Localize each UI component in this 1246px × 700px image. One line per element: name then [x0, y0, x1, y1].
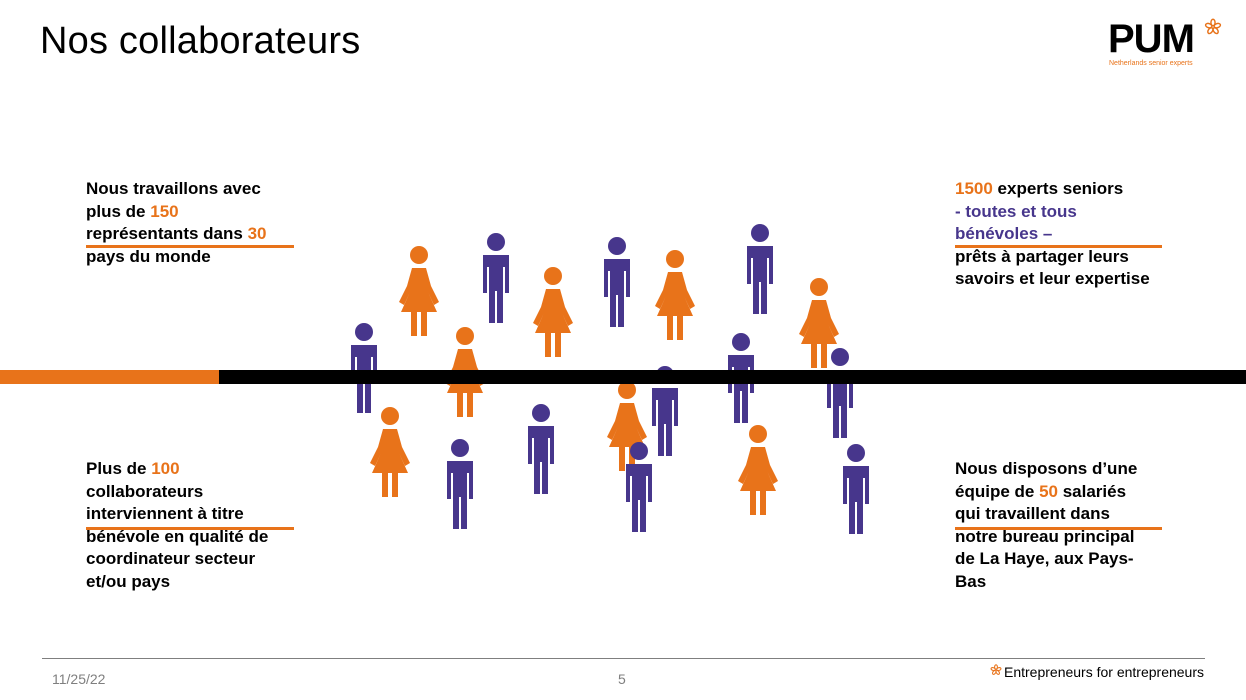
text-line: interviennent à titre — [86, 503, 306, 526]
orange-underline — [86, 245, 294, 248]
orange-underline — [86, 527, 294, 530]
text-span: coordinateur secteur — [86, 549, 256, 568]
slide-title: Nos collaborateurs — [40, 20, 361, 62]
text-line: équipe de 50 salariés — [955, 481, 1195, 504]
footer-tagline: Entrepreneurs for entrepreneurs — [990, 664, 1204, 680]
woman-figure — [370, 407, 410, 497]
woman-figure — [399, 246, 439, 336]
text-line: plus de 150 — [86, 201, 306, 224]
divider-bar-black — [219, 370, 1246, 384]
text-span: bénévoles – — [955, 224, 1053, 243]
footer-tagline-text: Entrepreneurs for entrepreneurs — [1004, 664, 1204, 680]
text-span: notre bureau principal — [955, 526, 1135, 546]
logo-tagline: Netherlands senior experts — [1109, 60, 1193, 67]
highlight-number: 30 — [247, 224, 267, 243]
text-line: - toutes et tous — [955, 201, 1195, 224]
text-line: Bas — [955, 571, 1195, 594]
man-figure — [447, 439, 473, 529]
pum-logo: PUM Netherlands senior experts — [1106, 16, 1226, 76]
highlight-number: 1500 — [955, 179, 993, 198]
man-figure — [351, 323, 377, 413]
man-figure — [843, 444, 869, 534]
text-line: représentants dans 30 — [86, 223, 306, 246]
text-span: Nous disposons d’une — [955, 459, 1138, 478]
man-figure — [827, 348, 853, 438]
woman-figure — [533, 267, 573, 357]
text-line: de La Haye, aux Pays- — [955, 548, 1195, 571]
text-span: pays du monde — [86, 246, 211, 266]
asterisk-icon — [990, 664, 1002, 675]
text-line: bénévole en qualité de — [86, 526, 306, 549]
text-span: équipe de — [955, 481, 1040, 501]
woman-figure — [655, 250, 695, 340]
text-span: interviennent à titre — [86, 504, 244, 523]
man-figure — [483, 233, 509, 323]
logo-wordmark: PUM — [1108, 17, 1195, 61]
text-line: Nous disposons d’une — [955, 458, 1195, 481]
text-line: collaborateurs — [86, 481, 306, 504]
page-number: 5 — [618, 671, 626, 687]
text-line: qui travaillent dans — [955, 503, 1195, 526]
text-line: pays du monde — [86, 246, 306, 269]
man-figure — [747, 224, 773, 314]
text-span: et/ou pays — [86, 571, 171, 591]
text-line: prêts à partager leurs — [955, 246, 1195, 269]
text-line: coordinateur secteur — [86, 548, 306, 571]
asterisk-icon — [1204, 18, 1222, 35]
text-line: et/ou pays — [86, 571, 306, 594]
text-line: savoirs et leur expertise — [955, 268, 1195, 291]
text-block-collaborators: Plus de 100 collaborateurs interviennent… — [86, 458, 306, 593]
highlight-number: 50 — [1039, 481, 1058, 501]
text-span: Bas — [955, 571, 987, 591]
text-span: Plus de — [86, 459, 152, 478]
text-block-employees: Nous disposons d’une équipe de 50 salari… — [955, 458, 1195, 593]
highlight-number: 150 — [150, 201, 179, 221]
text-line: Plus de 100 — [86, 458, 306, 481]
text-span: - toutes et tous — [955, 201, 1077, 221]
text-span: représentants dans — [86, 224, 248, 243]
orange-underline — [955, 527, 1162, 530]
text-span: bénévole en qualité de — [86, 526, 269, 546]
man-figure — [528, 404, 554, 494]
text-span: collaborateurs — [86, 481, 204, 501]
divider-bar-orange — [0, 370, 219, 384]
man-figure — [604, 237, 630, 327]
text-span: plus de — [86, 201, 151, 221]
text-span: salariés — [1058, 481, 1127, 501]
text-span: Nous travaillons avec — [86, 179, 261, 198]
text-line: 1500 experts seniors — [955, 178, 1195, 201]
orange-underline — [955, 245, 1162, 248]
text-block-experts: 1500 experts seniors - toutes et tous bé… — [955, 178, 1195, 291]
footer-date: 11/25/22 — [52, 671, 106, 687]
text-span: qui travaillent dans — [955, 504, 1110, 523]
highlight-number: 100 — [151, 459, 180, 478]
text-line: notre bureau principal — [955, 526, 1195, 549]
text-line: Nous travaillons avec — [86, 178, 306, 201]
text-line: bénévoles – — [955, 223, 1195, 246]
footer-rule — [42, 658, 1205, 659]
text-span: savoirs et leur expertise — [955, 269, 1150, 288]
text-block-representatives: Nous travaillons avec plus de 150 représ… — [86, 178, 306, 268]
text-span: prêts à partager leurs — [955, 246, 1129, 266]
woman-figure — [738, 425, 778, 515]
text-span: de La Haye, aux Pays- — [955, 549, 1134, 568]
text-span: experts seniors — [992, 179, 1124, 198]
